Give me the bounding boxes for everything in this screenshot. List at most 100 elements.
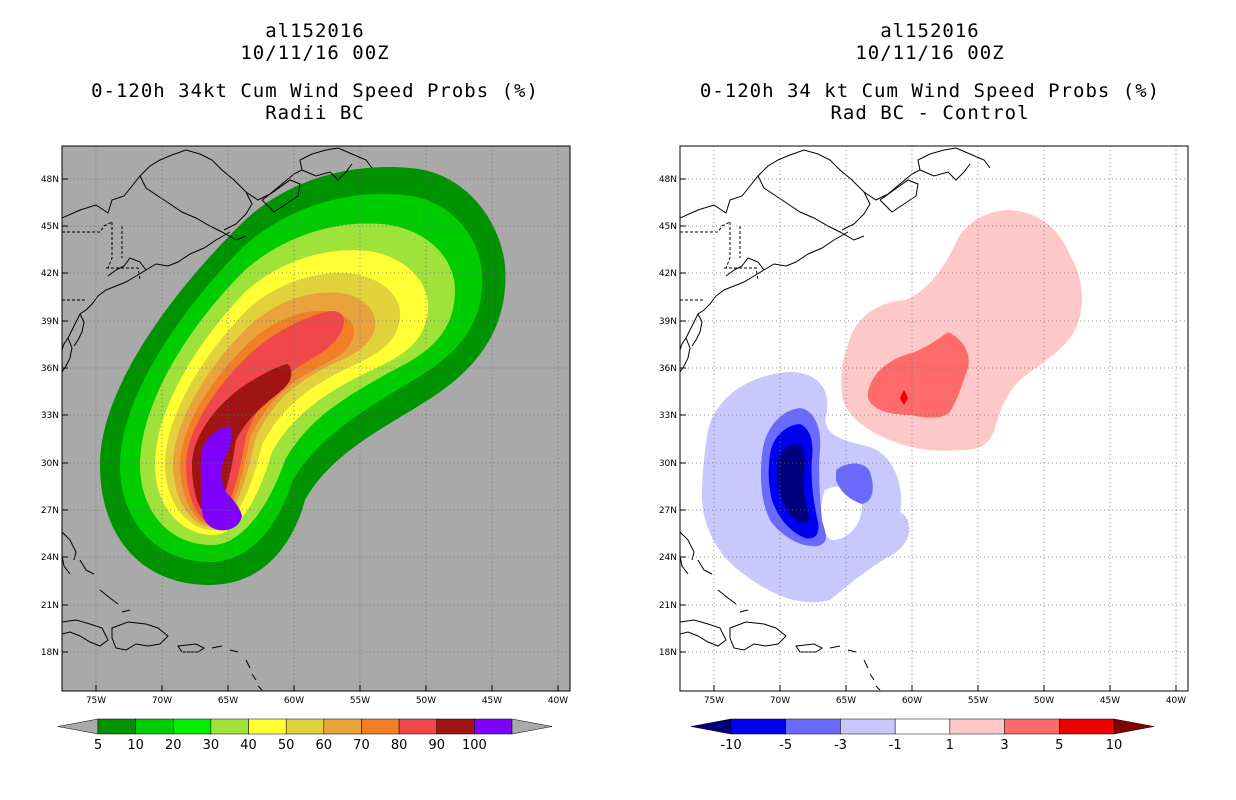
lat-tick-label: 24N [41,553,59,563]
lat-tick-label: 48N [659,175,677,185]
left-colorbar: 5 10 20 30 40 50 60 70 80 90 100 [57,718,553,753]
diff-contour-neg10 [777,444,810,523]
left-colorbar-swatch [323,718,362,735]
right-lat-ticks: 48N 45N 42N 39N 36N 33N 30N 27N 24N 21N 18N [659,175,686,658]
right-colorbar-swatch [1059,718,1115,735]
right-colorbar-swatch [894,718,951,735]
lon-tick-label: 60W [284,696,304,706]
left-colorbar-label: 80 [391,738,408,753]
left-colorbar-label: 30 [203,738,220,753]
diff-contour-pos5 [900,390,908,405]
left-map-frame [61,145,571,692]
left-colorbar-label: 10 [127,738,144,753]
right-title-subtitle: Rad BC - Control [830,102,1030,124]
lat-tick-label: 39N [41,317,59,327]
left-colorbar-swatch [285,718,325,735]
lat-tick-label: 33N [41,411,59,421]
lon-tick-label: 50W [1034,696,1054,706]
right-colorbar-label: 5 [1055,738,1063,753]
lon-tick-label: 65W [218,696,238,706]
right-colorbar-swatch [949,718,1005,735]
right-title: al152016 10/11/16 00Z 0-120h 34 kt Cum W… [670,20,1190,124]
lon-tick-label: 70W [152,696,172,706]
lat-tick-label: 30N [41,459,59,469]
prob-contour-90 [200,426,242,531]
left-colorbar-label: 100 [462,738,487,753]
right-title-date: 10/11/16 00Z [855,42,1005,64]
lat-tick-label: 45N [41,222,59,232]
lon-tick-label: 75W [704,696,724,706]
left-title-subtitle: Radii BC [265,102,365,124]
lon-tick-label: 40W [1166,696,1186,706]
lat-tick-label: 48N [41,175,59,185]
left-title: al152016 10/11/16 00Z 0-120h 34kt Cum Wi… [60,20,570,124]
lon-tick-label: 60W [902,696,922,706]
lat-tick-label: 45N [659,222,677,232]
lon-tick-label: 75W [86,696,106,706]
right-title-storm: al152016 [880,20,980,42]
lat-tick-label: 27N [659,506,677,516]
lat-tick-label: 24N [659,553,677,563]
lon-tick-label: 65W [836,696,856,706]
right-colorbar-label: 10 [1106,738,1123,753]
right-lon-ticks: 75W 70W 65W 60W 55W 50W 45W 40W [704,685,1186,706]
left-colorbar-swatch [436,718,475,735]
lon-tick-label: 55W [968,696,988,706]
left-colorbar-label: 40 [240,738,257,753]
left-lat-ticks: 48N 45N 42N 39N 36N 33N 30N 27N 24N 21N 18N [41,175,68,658]
right-colorbar: -10 -5 -3 -1 1 3 5 10 [690,718,1155,753]
right-colorbar-label: 3 [1000,738,1008,753]
left-colorbar-swatch [97,718,136,735]
lon-tick-label: 45W [1100,696,1120,706]
diff-hole [820,486,862,540]
right-colorbar-over-arrow [1113,718,1155,735]
left-colorbar-swatch [474,718,513,735]
left-colorbar-swatch [135,718,174,735]
lat-tick-label: 18N [659,648,677,658]
left-colorbar-label: 50 [278,738,295,753]
right-colorbar-label: -5 [779,738,792,753]
lat-tick-label: 21N [41,601,59,611]
right-colorbar-label: -1 [889,738,902,753]
diff-contour-neg3b [836,463,873,504]
lat-tick-label: 33N [659,411,677,421]
lat-tick-label: 36N [41,364,59,374]
left-colorbar-label: 20 [165,738,182,753]
left-lon-ticks: 75W 70W 65W 60W 55W 50W 45W 40W [86,685,568,706]
right-colorbar-swatch [1004,718,1060,735]
lon-tick-label: 40W [548,696,568,706]
lon-tick-label: 50W [416,696,436,706]
left-colorbar-swatch [398,718,437,735]
right-colorbar-label: -10 [720,738,741,753]
lon-tick-label: 55W [350,696,370,706]
right-colorbar-swatch [785,718,841,735]
left-colorbar-label: 60 [316,738,333,753]
right-title-product: 0-120h 34 kt Cum Wind Speed Probs (%) [699,80,1161,102]
left-map: 48N 45N 42N 39N 36N 33N 30N 27N 24N 21N 18N 75W 70W… [41,145,571,706]
left-colorbar-label: 5 [94,738,102,753]
left-title-storm: al152016 [265,20,365,42]
left-title-date: 10/11/16 00Z [240,42,390,64]
lon-tick-label: 45W [482,696,502,706]
diff-contour-pos3 [868,332,969,418]
left-colorbar-label: 90 [428,738,445,753]
right-colorbar-label: 1 [946,738,954,753]
left-colorbar-swatch [248,718,287,735]
lat-tick-label: 30N [659,459,677,469]
lat-tick-label: 27N [41,506,59,516]
right-colorbar-label: -3 [834,738,847,753]
right-colorbar-swatch [840,718,896,735]
right-map: 48N 45N 42N 39N 36N 33N 30N 27N 24N 21N 18N 75W 70W… [659,145,1189,706]
lon-tick-label: 70W [770,696,790,706]
right-map-frame [679,145,1189,692]
lat-tick-label: 18N [41,648,59,658]
lat-tick-label: 42N [41,269,59,279]
right-colorbar-swatch [730,718,786,735]
left-colorbar-label: 70 [353,738,370,753]
left-colorbar-swatch [173,718,212,735]
left-title-product: 0-120h 34kt Cum Wind Speed Probs (%) [91,80,539,102]
left-colorbar-swatch [210,718,249,735]
left-colorbar-over-arrow [511,718,553,735]
lat-tick-label: 21N [659,601,677,611]
